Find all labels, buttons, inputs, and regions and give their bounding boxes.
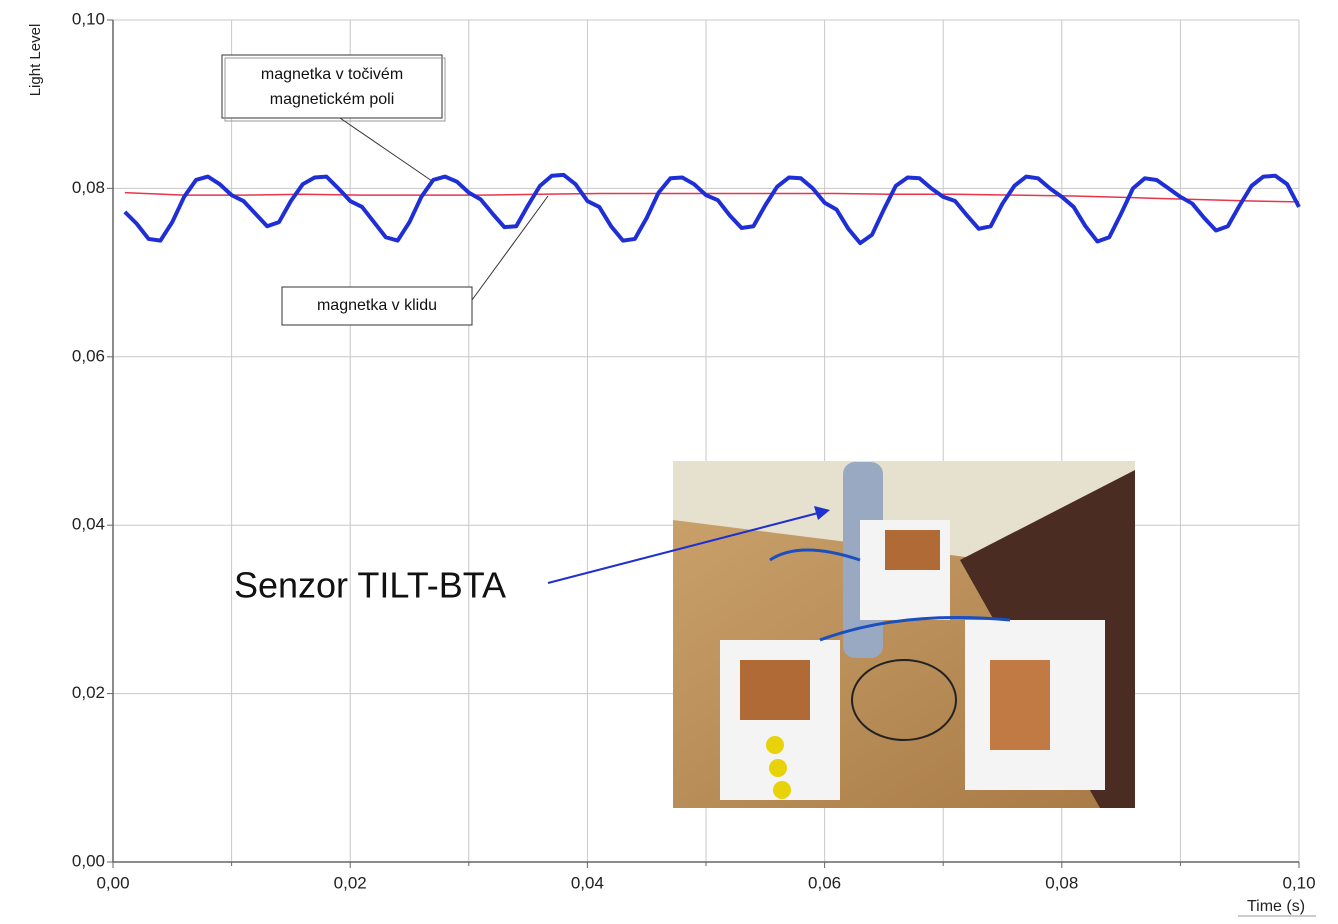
annotation-text: magnetka v klidu xyxy=(317,297,437,314)
y-tick-label: 0,04 xyxy=(72,515,105,534)
annotation-text: Senzor TILT-BTA xyxy=(234,565,506,606)
chart: 0,00 0,02 0,04 0,06 0,08 0,10 0,00 0,02 0,04 0,06… xyxy=(0,0,1338,919)
x-tick-label: 0,00 xyxy=(96,873,129,892)
y-tick-label: 0,06 xyxy=(72,346,105,365)
annotation-box xyxy=(222,55,442,118)
x-axis-label: Time (s) xyxy=(1247,898,1305,915)
y-tick-label: 0,02 xyxy=(72,683,105,702)
annotation-text: magnetka v točivém xyxy=(261,66,403,83)
y-tick-label: 0,00 xyxy=(72,851,105,870)
y-axis-label: Light Level xyxy=(27,24,44,97)
annotation-text: magnetickém poli xyxy=(270,91,395,108)
photo-terminal xyxy=(769,759,787,777)
photo xyxy=(673,461,1135,808)
x-tick-label: 0,02 xyxy=(334,873,367,892)
photo-coil xyxy=(990,660,1050,750)
photo-coil xyxy=(885,530,940,570)
photo-terminal xyxy=(766,736,784,754)
photo-terminal xyxy=(773,781,791,799)
photo-coil xyxy=(740,660,810,720)
y-tick-label: 0,08 xyxy=(72,178,105,197)
y-tick-label: 0,10 xyxy=(72,9,105,28)
background xyxy=(0,0,1338,919)
x-tick-label: 0,10 xyxy=(1282,873,1315,892)
x-tick-label: 0,08 xyxy=(1045,873,1078,892)
x-tick-label: 0,04 xyxy=(571,873,604,892)
x-tick-label: 0,06 xyxy=(808,873,841,892)
